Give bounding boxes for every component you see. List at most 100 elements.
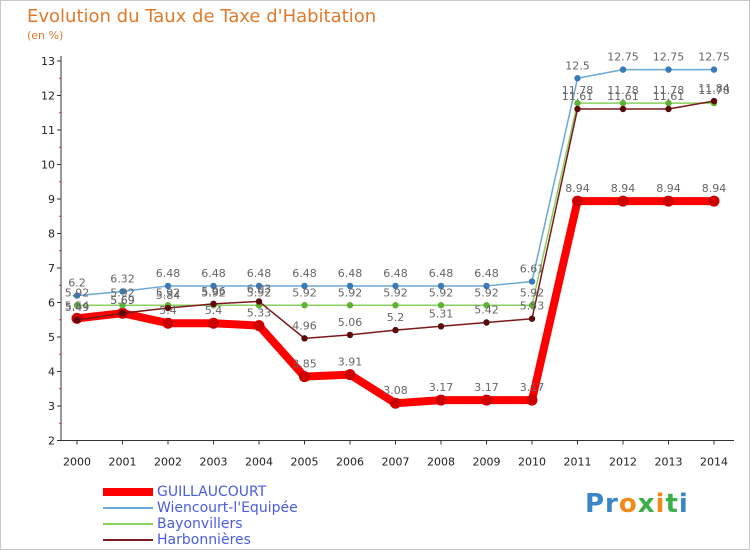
series-point-3: [255, 298, 263, 305]
data-label-3: 5.06: [338, 316, 363, 329]
legend-swatch-3: [103, 539, 153, 541]
data-label-2: 11.78: [653, 84, 685, 97]
x-tick-label: 2009: [473, 456, 501, 469]
series-point-0: [435, 394, 447, 406]
data-label-1: 6.61: [520, 262, 545, 275]
x-tick-label: 2000: [63, 456, 91, 469]
data-label-3: 11.61: [562, 90, 594, 103]
legend-label-2: Bayonvillers: [157, 516, 243, 532]
legend: GUILLAUCOURT Wiencourt-l'Equipée Bayonvi…: [103, 484, 298, 548]
data-label-0: 5.4: [159, 304, 177, 317]
data-label-3: 11.84: [698, 82, 730, 95]
series-point-1: [665, 66, 672, 73]
series-point-3: [483, 319, 490, 326]
y-tick-label: 11: [41, 124, 55, 137]
series-point-1: [73, 292, 81, 299]
x-tick-label: 2007: [382, 456, 410, 469]
series-point-0: [253, 320, 265, 332]
data-label-1: 6.48: [201, 267, 226, 280]
legend-swatch-0: [103, 488, 153, 496]
series-point-1: [710, 66, 718, 73]
data-label-3: 5.69: [110, 294, 135, 307]
series-layer: [71, 66, 720, 409]
data-label-1: 12.75: [607, 51, 639, 64]
data-labels: 5.54 5.69 5.4 5.4 5.33 3.85 3.91 3.08 3.17 3.17 3.…: [65, 51, 730, 398]
y-tick-label: 8: [48, 228, 55, 241]
data-label-0: 8.94: [656, 182, 681, 195]
series-point-0: [663, 195, 674, 207]
legend-label-0: GUILLAUCOURT: [157, 484, 267, 500]
legend-item-3: Harbonnières: [103, 532, 298, 548]
data-label-1: 6.48: [474, 267, 499, 280]
series-point-2: [73, 302, 81, 309]
chart-title: Evolution du Taux de Taxe d'Habitation: [27, 6, 377, 27]
legend-item-1: Wiencourt-l'Equipée: [103, 500, 298, 516]
series-point-3: [710, 97, 718, 105]
x-tick-label: 2008: [427, 456, 455, 469]
series-point-0: [572, 195, 583, 207]
data-label-1: 6.48: [247, 267, 272, 280]
data-label-2: 11.78: [607, 84, 639, 97]
series-point-2: [437, 302, 445, 309]
legend-item-2: Bayonvillers: [103, 516, 298, 532]
series-point-0: [390, 397, 401, 409]
data-label-2: 11.78: [562, 84, 594, 97]
series-point-1: [574, 75, 581, 82]
x-tick-label: 2001: [109, 456, 137, 469]
data-label-0: 3.08: [383, 384, 408, 397]
data-label-3: 5.2: [387, 311, 405, 324]
data-label-1: 6.48: [383, 267, 408, 280]
data-label-2: 11.78: [698, 84, 730, 97]
data-label-2: 5.92: [292, 286, 317, 299]
legend-label-3: Harbonnières: [157, 532, 251, 548]
axes: 2 3 4 5 6 7 8 9 10 11 12 13 2000 2001 2002 2003 2004 2005…: [41, 55, 734, 469]
series-point-2: [528, 302, 536, 309]
y-tick-label: 3: [48, 400, 55, 413]
series-point-0: [526, 394, 538, 406]
series-point-2: [392, 302, 399, 309]
x-tick-label: 2012: [609, 456, 637, 469]
series-point-3: [392, 326, 399, 334]
x-tick-label: 2013: [655, 456, 683, 469]
series-point-1: [619, 66, 627, 73]
data-label-3: 6.03: [247, 282, 272, 295]
data-label-2: 5.92: [247, 286, 272, 299]
data-label-2: 5.92: [383, 286, 408, 299]
data-label-2: 5.92: [338, 286, 363, 299]
series-point-2: [483, 302, 490, 309]
proxiti-logo: Proxiti: [585, 489, 689, 519]
legend-item-0: GUILLAUCOURT: [103, 484, 298, 500]
data-label-1: 6.32: [110, 272, 135, 285]
x-tick-label: 2004: [245, 456, 273, 469]
series-point-2: [619, 99, 627, 107]
y-tick-label: 2: [48, 435, 55, 448]
y-tick-label: 10: [41, 159, 55, 172]
data-label-1: 6.48: [429, 267, 454, 280]
series-point-3: [346, 331, 354, 339]
series-point-0: [299, 371, 310, 383]
data-label-3: 5.31: [429, 307, 454, 320]
data-label-1: 6.48: [156, 267, 181, 280]
series-point-3: [164, 304, 172, 312]
data-label-1: 12.5: [565, 59, 590, 72]
y-tick-label: 13: [41, 55, 55, 68]
data-label-0: 3.17: [474, 381, 499, 394]
data-label-0: 8.94: [565, 182, 590, 195]
series-point-3: [119, 309, 126, 317]
data-label-0: 8.94: [702, 182, 727, 195]
series-point-1: [483, 282, 490, 290]
y-tick-label: 4: [48, 366, 55, 379]
data-label-1: 6.48: [292, 267, 317, 280]
series-point-3: [619, 105, 627, 113]
data-label-3: 5.53: [520, 300, 545, 313]
data-label-0: 3.85: [292, 358, 317, 371]
data-label-1: 12.75: [653, 51, 685, 64]
x-tick-label: 2010: [518, 456, 546, 469]
series-point-0: [617, 195, 629, 207]
data-label-3: 11.61: [653, 90, 685, 103]
series-point-2: [346, 302, 354, 309]
legend-swatch-1: [103, 507, 153, 509]
data-label-0: 3.17: [429, 381, 454, 394]
